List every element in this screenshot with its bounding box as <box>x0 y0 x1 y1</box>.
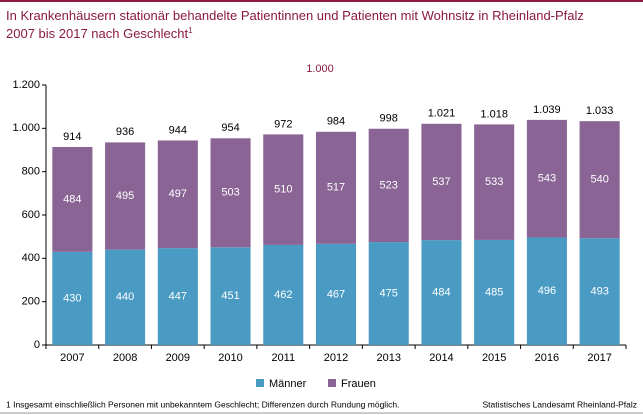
chart-title: 2007 bis 2017 nach Geschlecht1 <box>6 26 193 41</box>
segment-label: 462 <box>274 289 292 301</box>
top-border <box>0 0 643 2</box>
segment-label: 537 <box>432 176 450 188</box>
segment-label: 517 <box>327 182 345 194</box>
total-label: 1.039 <box>533 104 561 116</box>
x-tick-label: 2012 <box>324 352 348 364</box>
segment-label: 540 <box>590 174 608 186</box>
segment-label: 496 <box>538 285 556 297</box>
legend-swatch <box>256 379 264 387</box>
bar-segment <box>526 237 567 345</box>
segment-label: 497 <box>169 188 187 200</box>
segment-label: 485 <box>485 286 503 298</box>
y-tick-label: 1.200 <box>12 79 40 91</box>
bar-segment <box>474 239 515 345</box>
segment-label: 503 <box>221 187 239 199</box>
segment-label: 440 <box>116 291 134 303</box>
legend-label: Frauen <box>341 378 376 390</box>
bar-segment <box>474 124 515 240</box>
bar-segment <box>105 142 146 250</box>
x-tick-label: 2016 <box>535 352 559 364</box>
x-tick-label: 2015 <box>482 352 506 364</box>
source: Statistisches Landesamt Rheinland-Pfalz <box>483 399 638 409</box>
x-tick-label: 2011 <box>271 352 295 364</box>
bar-segment <box>210 247 251 345</box>
total-label: 998 <box>380 113 398 125</box>
bar-segment <box>52 251 93 345</box>
y-tick-label: 0 <box>34 339 40 351</box>
bar-segment <box>421 240 462 345</box>
total-label: 1.021 <box>428 108 456 120</box>
total-label: 1.033 <box>586 105 614 117</box>
x-tick-label: 2009 <box>166 352 190 364</box>
segment-label: 467 <box>327 288 345 300</box>
total-label: 936 <box>116 126 134 138</box>
total-label: 972 <box>274 118 292 130</box>
bar-segment <box>263 244 304 345</box>
bar-segment <box>210 138 251 248</box>
chart-title: 2007 bis 2017 nach Geschlecht <box>6 26 189 41</box>
title-note: 1 <box>188 26 193 35</box>
bar-segment <box>315 131 357 244</box>
x-tick-label: 2014 <box>429 352 453 364</box>
segment-label: 447 <box>169 290 187 302</box>
x-tick-label: 2013 <box>376 352 400 364</box>
bar-segment <box>105 249 146 345</box>
chart-title: In Krankenhäusern stationär behandelte P… <box>6 8 584 23</box>
segment-label: 510 <box>274 184 292 196</box>
bar-segment <box>52 146 93 252</box>
segment-label: 484 <box>63 193 81 205</box>
segment-label: 495 <box>116 190 134 202</box>
total-label: 1.018 <box>480 108 508 120</box>
segment-label: 475 <box>380 287 398 299</box>
bar-segment <box>315 243 357 345</box>
legend-swatch <box>328 379 336 387</box>
segment-label: 523 <box>380 179 398 191</box>
y-tick-label: 400 <box>22 252 40 264</box>
total-label: 954 <box>221 122 239 134</box>
x-tick-label: 2007 <box>60 352 84 364</box>
segment-label: 543 <box>538 173 556 185</box>
bar-segment <box>579 121 620 239</box>
segment-label: 484 <box>432 286 450 298</box>
total-label: 914 <box>63 131 81 143</box>
footnote: 1 Insgesamt einschließlich Personen mit … <box>6 399 399 409</box>
bar-segment <box>526 119 567 238</box>
x-tick-label: 2010 <box>218 352 242 364</box>
segment-label: 451 <box>221 290 239 302</box>
total-label: 944 <box>169 124 187 136</box>
segment-label: 430 <box>63 292 81 304</box>
legend-label: Männer <box>269 378 307 390</box>
segment-label: 533 <box>485 176 503 188</box>
y-tick-label: 600 <box>22 209 40 221</box>
y-tick-label: 1.000 <box>12 122 40 134</box>
x-tick-label: 2017 <box>587 352 611 364</box>
bar-segment <box>421 123 462 241</box>
y-tick-label: 800 <box>22 166 40 178</box>
bar-segment <box>368 128 409 243</box>
total-label: 984 <box>327 116 345 128</box>
segment-label: 493 <box>590 285 608 297</box>
bar-segment <box>579 238 620 345</box>
x-tick-label: 2008 <box>113 352 137 364</box>
bar-segment <box>157 248 198 345</box>
unit-label: 1.000 <box>306 63 334 75</box>
y-tick-label: 200 <box>22 296 40 308</box>
bar-segment <box>263 134 304 245</box>
bar-segment <box>368 242 409 345</box>
bar-segment <box>157 140 198 249</box>
